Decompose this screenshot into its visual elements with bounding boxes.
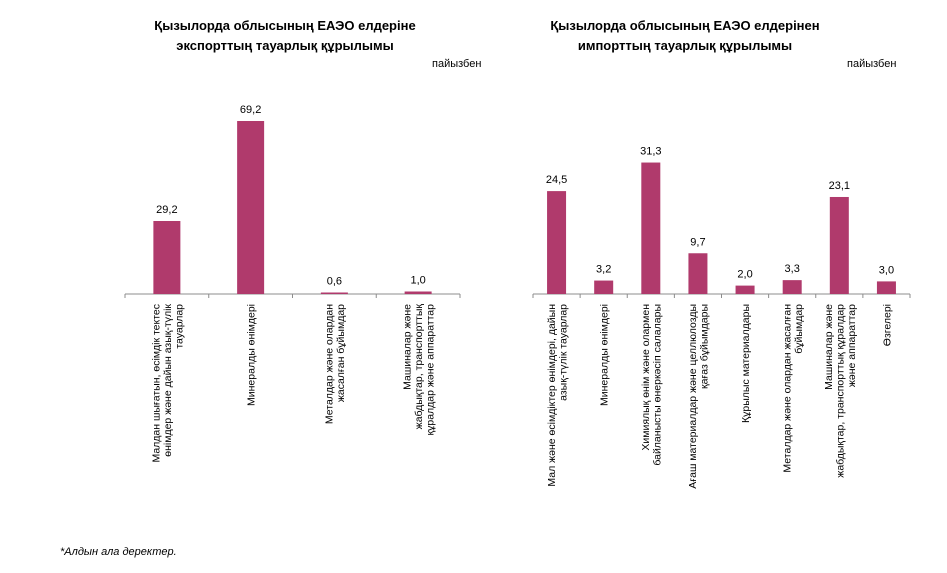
export-category-label: Металдар және олардан жасалған бұйымдар: [324, 304, 348, 424]
import-title-line2: импорттың тауарлық құрылымы: [577, 38, 793, 53]
import-category-label: Мал және өсімдіктер өнімдері, дайын азық-…: [546, 304, 570, 487]
import-category-label: Өзгелері: [881, 304, 893, 346]
export-category-label-line: жабдықтар, транспорттық: [413, 304, 425, 430]
export-title-line2: экспорттың тауарлық құрылымы: [176, 38, 394, 53]
import-data-label: 3,0: [879, 264, 894, 276]
import-category-label-line: Минералды өнімдері: [599, 304, 611, 406]
import-category-label-line: қағаз бұйымдары: [699, 304, 711, 389]
import-category-label-line: Машиналар және: [823, 304, 835, 390]
export-unit-label: пайызбен: [432, 58, 482, 70]
import-category-label-line: Металдар және олардан жасалған: [781, 304, 793, 473]
export-bar: [237, 121, 265, 294]
import-category-label: Минералды өнімдері: [599, 304, 611, 406]
export-bar: [153, 221, 181, 294]
import-bar: [594, 280, 614, 294]
import-bar: [688, 253, 708, 294]
export-category-label-line: Минералды өнімдері: [246, 304, 258, 406]
import-category-label-line: Құрылыс материалдары: [740, 304, 752, 423]
import-category-label-line: байланысты өнеркәсіп салалары: [652, 304, 664, 466]
import-bar: [876, 281, 896, 294]
export-bar: [404, 291, 432, 294]
import-category-label-line: және аппараттар: [846, 304, 858, 387]
import-category-label-line: Өзгелері: [881, 304, 893, 346]
export-category-label: Минералды өнімдері: [246, 304, 258, 406]
export-data-label: 1,0: [410, 275, 425, 287]
import-bar: [782, 280, 802, 294]
import-category-label-line: жабдықтар, транспорттық құралдар: [834, 304, 846, 478]
import-data-label: 3,2: [596, 264, 611, 276]
export-title-line1: Қызылорда облысының ЕАЭО елдеріне: [154, 18, 416, 33]
import-bar: [735, 285, 755, 294]
import-data-label: 31,3: [640, 146, 661, 158]
import-category-label-line: бұйымдар: [793, 304, 805, 354]
export-category-label: Малдан шығатын, өсімдік тектес өнімдер жә…: [150, 304, 185, 463]
import-chart-title: Қызылорда облысының ЕАЭО елдерінен импор…: [515, 16, 855, 56]
import-category-label-line: азық-түлік тауарлар: [557, 304, 569, 401]
import-category-label-line: Ағаш материалдар және целлюлозды: [687, 304, 699, 489]
export-category-label-line: Машиналар және: [402, 304, 414, 390]
import-data-label: 24,5: [546, 174, 567, 186]
export-category-label-line: жасалған бұйымдар: [335, 304, 347, 402]
export-data-label: 29,2: [156, 204, 177, 216]
export-chart: Қызылорда облысының ЕАЭО елдеріне экспор…: [0, 0, 481, 540]
import-data-label: 23,1: [829, 180, 850, 192]
import-bar-chart: 24,5 Мал және өсімдіктер өнімдері, дайын а…: [532, 146, 911, 489]
import-category-label: Металдар және олардан жасалған бұйымдар: [781, 304, 805, 473]
import-data-label: 3,3: [785, 263, 800, 275]
export-category-label-line: тауарлар: [173, 304, 185, 349]
import-data-label: 2,0: [737, 269, 752, 281]
import-category-label: Құрылыс материалдары: [740, 304, 752, 423]
import-title-line1: Қызылорда облысының ЕАЭО елдерінен: [550, 18, 820, 33]
import-category-label-line: Химиялық өнім және олармен: [640, 304, 652, 451]
footnote: *Алдын ала деректер.: [60, 546, 177, 558]
export-category-label: Машиналар және жабдықтар, транспорттық құр…: [402, 304, 437, 436]
import-chart: Қызылорда облысының ЕАЭО елдерінен импор…: [470, 0, 947, 540]
export-data-label: 69,2: [240, 104, 261, 116]
export-data-label: 0,6: [327, 276, 342, 288]
import-category-label-line: Мал және өсімдіктер өнімдері, дайын: [546, 304, 558, 487]
import-category-label: Ағаш материалдар және целлюлозды қағаз бұ…: [687, 304, 711, 489]
import-bar: [829, 196, 849, 294]
export-bar-chart: 29,2 Малдан шығатын, өсімдік тектес өнімде…: [124, 104, 461, 463]
export-chart-title: Қызылорда облысының ЕАЭО елдеріне экспор…: [120, 16, 450, 56]
export-category-label-line: Металдар және олардан: [324, 304, 336, 424]
export-category-label-line: Малдан шығатын, өсімдік тектес: [150, 304, 162, 463]
import-category-label: Химиялық өнім және олармен байланысты өне…: [640, 304, 664, 466]
export-category-label-line: өнімдер және дайын азық-түлік: [162, 304, 174, 457]
import-data-label: 9,7: [690, 236, 705, 248]
import-bar: [547, 191, 567, 294]
export-category-label-line: құралдар және аппараттар: [425, 304, 437, 436]
import-bar: [641, 162, 661, 294]
import-category-label: Машиналар және жабдықтар, транспорттық құ…: [823, 304, 858, 478]
import-unit-label: пайызбен: [847, 58, 897, 70]
export-bar: [320, 292, 348, 294]
